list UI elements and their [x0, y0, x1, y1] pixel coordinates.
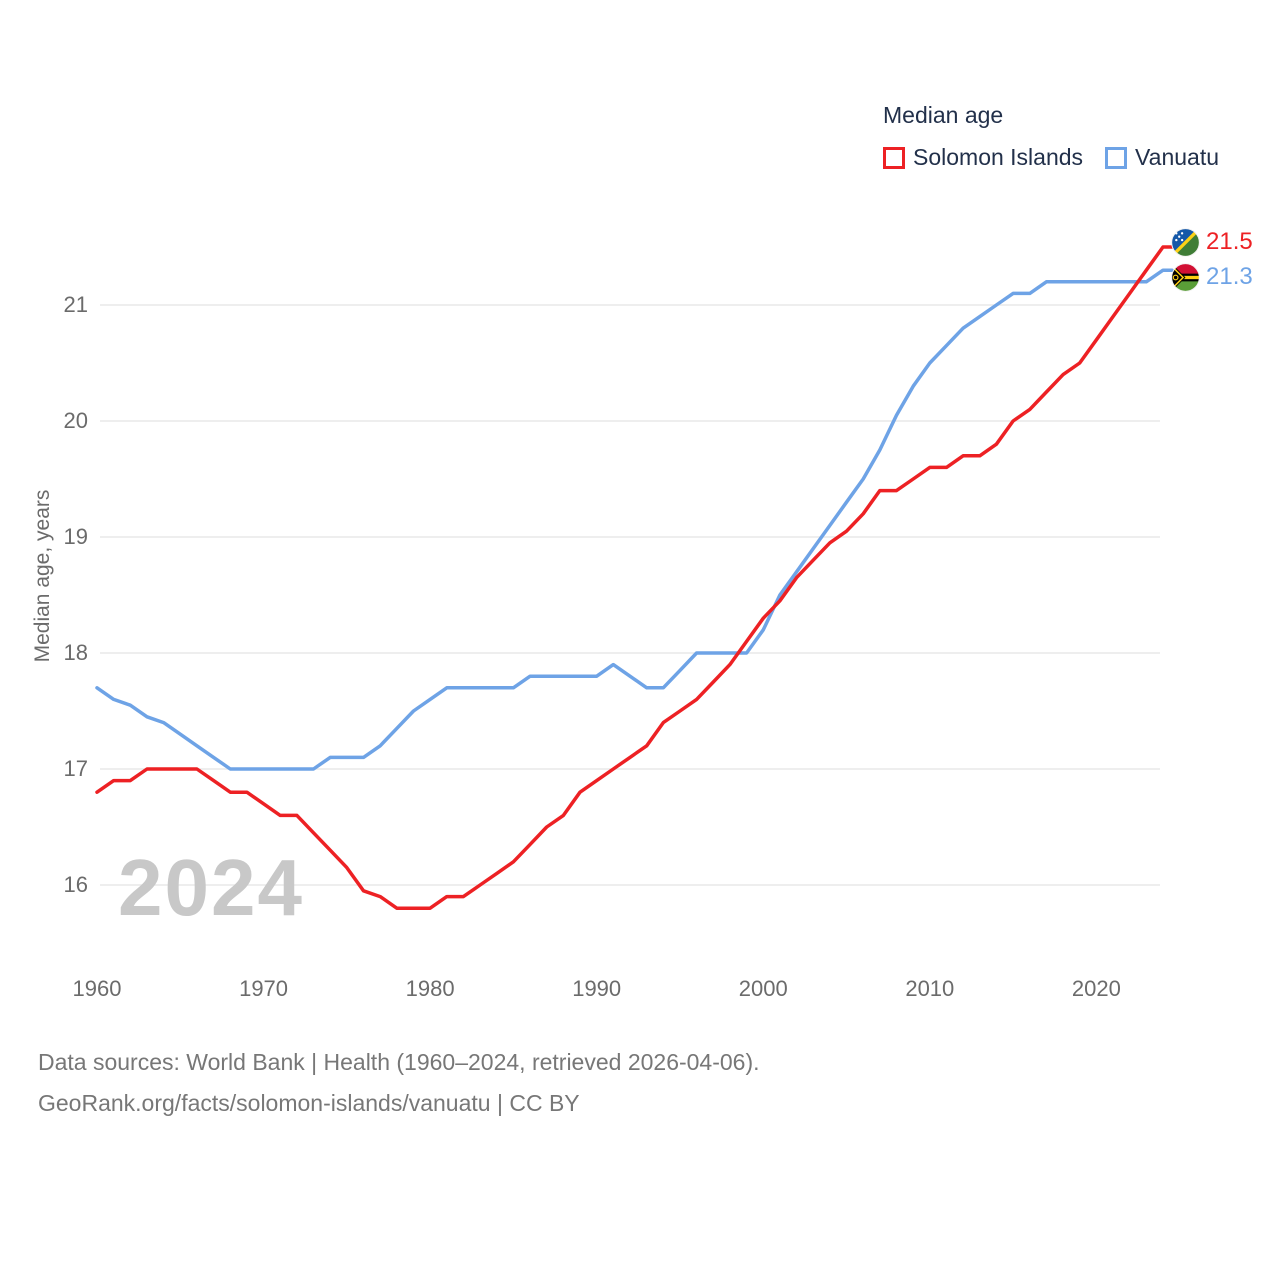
y-tick-19: 19	[63, 524, 88, 549]
y-tick-21: 21	[63, 292, 88, 317]
x-tick-1990: 1990	[572, 976, 622, 1001]
x-tick-2020: 2020	[1071, 976, 1121, 1001]
end-value-vanuatu: 21.3	[1206, 263, 1253, 290]
legend-label-vanuatu: Vanuatu	[1135, 144, 1220, 170]
legend-label-solomon-islands: Solomon Islands	[913, 144, 1084, 170]
solomon-islands-swatch-icon	[883, 146, 905, 169]
y-tick-20: 20	[63, 408, 88, 433]
watermark-year: 2024	[118, 843, 304, 932]
x-tick-1960: 1960	[72, 976, 122, 1001]
legend: Median age Solomon Islands Vanuatu	[883, 102, 1219, 171]
y-tick-18: 18	[63, 640, 88, 665]
footer-data-sources: Data sources: World Bank | Health (1960–…	[38, 1049, 760, 1075]
x-tick-1970: 1970	[239, 976, 289, 1001]
x-tick-2010: 2010	[905, 976, 955, 1001]
solomon-islands-line	[95, 245, 1174, 910]
y-tick-16: 16	[63, 872, 88, 897]
y-tick-17: 17	[63, 756, 88, 781]
footer-link[interactable]: GeoRank.org/facts/solomon-islands/vanuat…	[38, 1090, 580, 1116]
solomon-islands-flag-icon	[1171, 228, 1200, 257]
legend-items: Solomon Islands Vanuatu	[883, 144, 1219, 171]
vanuatu-swatch-icon	[1105, 146, 1128, 169]
vanuatu-flag-icon	[1171, 263, 1200, 292]
x-tick-1980: 1980	[405, 976, 455, 1001]
gridlines	[100, 304, 1160, 886]
footer: Data sources: World Bank | Health (1960–…	[38, 1042, 760, 1124]
vanuatu-line	[95, 268, 1174, 771]
legend-title: Median age	[883, 102, 1004, 128]
x-tick-2000: 2000	[738, 976, 788, 1001]
end-value-solomon-islands: 21.5	[1206, 228, 1253, 255]
chart-canvas	[95, 245, 1174, 910]
